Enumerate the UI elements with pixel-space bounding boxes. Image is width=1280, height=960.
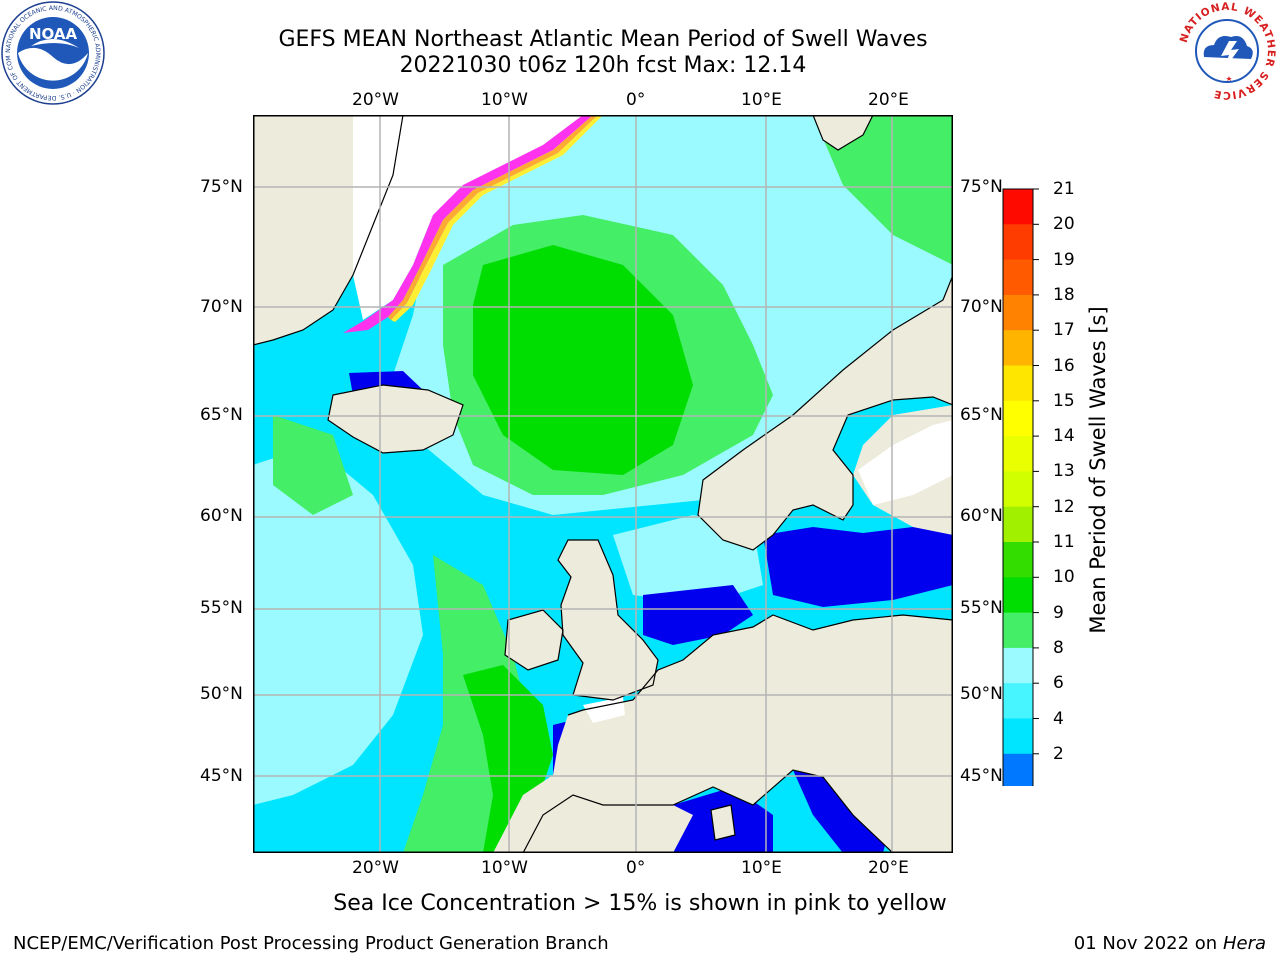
swell-zone-blue xyxy=(793,770,893,853)
chart-title: GEFS MEAN Northeast Atlantic Mean Period… xyxy=(278,27,928,52)
footer-date-text: 01 Nov 2022 on xyxy=(1073,933,1218,954)
coastline xyxy=(710,804,736,841)
colorbar-tick-label: 13 xyxy=(1053,461,1075,482)
colorbar-band xyxy=(1003,294,1033,331)
colorbar-tick-label: 17 xyxy=(1053,320,1075,341)
top-lon-label: 10°W xyxy=(481,90,528,110)
left-lat-label: 60°N xyxy=(200,506,243,526)
footer-machine: Hera xyxy=(1222,933,1266,954)
coastline xyxy=(567,614,953,716)
top-lon-label: 20°E xyxy=(868,90,909,110)
swell-zone-green xyxy=(473,245,693,475)
colorbar-band xyxy=(1003,506,1033,543)
land-scandinavia xyxy=(698,275,953,550)
swell-zone-green-light xyxy=(273,415,353,515)
colorbar-band xyxy=(1003,471,1033,508)
colorbar-tick-label: 21 xyxy=(1053,179,1075,199)
left-lat-label: 50°N xyxy=(200,684,243,704)
coastline xyxy=(522,769,894,853)
colorbar-tick-label: 11 xyxy=(1053,532,1075,552)
colorbar-tick-label: 9 xyxy=(1053,602,1064,623)
right-lat-label: 45°N xyxy=(960,766,1003,786)
colorbar-tick-label: 12 xyxy=(1053,496,1075,517)
bottom-lon-label: 20°W xyxy=(352,858,399,878)
nws-logo: NATIONAL WEATHER SERVICE xyxy=(1177,1,1277,105)
colorbar-tick-label: 8 xyxy=(1053,637,1064,658)
left-lat-label: 45°N xyxy=(200,766,243,786)
colorbar-tick-label: 14 xyxy=(1053,426,1075,447)
bottom-lon-label: 20°E xyxy=(868,858,909,878)
colorbar-tick-label: 15 xyxy=(1053,390,1075,411)
left-lat-label: 70°N xyxy=(200,297,243,317)
left-lat-label: 55°N xyxy=(200,598,243,618)
colorbar-band xyxy=(1003,683,1033,719)
land-iceland xyxy=(328,385,463,453)
land-svalbard xyxy=(813,115,873,150)
colorbar-band xyxy=(1003,189,1033,225)
swell-zone-blue xyxy=(643,585,753,645)
colorbar xyxy=(1000,186,1050,848)
colorbar-tick-label: 19 xyxy=(1053,249,1075,270)
colorbar-tick-label: 16 xyxy=(1053,355,1075,376)
map-panel xyxy=(253,115,953,853)
land-great-britain xyxy=(558,540,658,700)
top-lon-label: 10°E xyxy=(741,90,782,110)
bottom-lon-label: 0° xyxy=(626,858,646,878)
left-lat-label: 65°N xyxy=(200,405,243,425)
right-lat-label: 65°N xyxy=(960,405,1003,425)
noaa-logo: NATIONAL OCEANIC AND ATMOSPHERIC ADMINIS… xyxy=(0,0,105,109)
colorbar-tick-label: 4 xyxy=(1053,708,1064,729)
swell-zone-green-light xyxy=(813,115,953,265)
colorbar-band xyxy=(1003,436,1033,472)
colorbar-band xyxy=(1003,718,1033,755)
top-lon-label: 0° xyxy=(626,90,646,110)
land-ireland xyxy=(505,610,563,670)
coastline xyxy=(253,115,404,346)
right-lat-label: 75°N xyxy=(960,177,1003,197)
coastline xyxy=(327,384,464,454)
land-iberia xyxy=(503,790,693,853)
colorbar-band xyxy=(1003,224,1033,261)
colorbar-band xyxy=(1003,577,1033,614)
noaa-logo-text: NOAA xyxy=(29,25,78,43)
coastline xyxy=(557,539,659,701)
left-lat-label: 75°N xyxy=(200,177,243,197)
colorbar-label: Mean Period of Swell Waves [s] xyxy=(1086,306,1110,634)
right-lat-label: 60°N xyxy=(960,506,1003,526)
right-lat-label: 50°N xyxy=(960,684,1003,704)
chart-subtitle: 20221030 t06z 120h fcst Max: 12.14 xyxy=(399,53,807,78)
colorbar-band xyxy=(1003,259,1033,296)
bottom-lon-label: 10°W xyxy=(481,858,528,878)
colorbar-band xyxy=(1003,753,1033,790)
right-lat-label: 55°N xyxy=(960,598,1003,618)
coastline xyxy=(504,609,564,671)
colorbar-tick-label: 10 xyxy=(1053,567,1075,588)
inland-sea-white xyxy=(858,420,953,505)
footer-date: 01 Nov 2022 on Hera xyxy=(1074,933,1266,954)
swell-zone-blue xyxy=(763,527,953,607)
colorbar-tick-label: 2 xyxy=(1053,743,1064,764)
coastline xyxy=(697,274,953,551)
sea-ice-caption: Sea Ice Concentration > 15% is shown in … xyxy=(333,891,947,916)
sea-ice-white xyxy=(353,115,583,320)
footer-org: NCEP/EMC/Verification Post Processing Pr… xyxy=(13,933,609,954)
colorbar-band xyxy=(1003,330,1033,366)
sea-ice-pink xyxy=(343,115,593,333)
colorbar-band xyxy=(1003,365,1033,402)
land-sardinia-corsica xyxy=(711,805,735,840)
coastline xyxy=(812,115,874,151)
sea-ice-yellow xyxy=(391,115,603,322)
bottom-lon-label: 10°E xyxy=(741,858,782,878)
map-frame xyxy=(253,115,953,853)
right-lat-label: 70°N xyxy=(960,297,1003,317)
top-lon-label: 20°W xyxy=(352,90,399,110)
colorbar-band xyxy=(1003,647,1033,684)
colorbar-band xyxy=(1003,400,1033,437)
colorbar-tick-label: 20 xyxy=(1053,214,1075,235)
colorbar-band xyxy=(1003,612,1033,649)
colorbar-tick-label: 18 xyxy=(1053,284,1075,305)
colorbar-tick-label: 6 xyxy=(1053,673,1064,694)
colorbar-band xyxy=(1003,542,1033,578)
